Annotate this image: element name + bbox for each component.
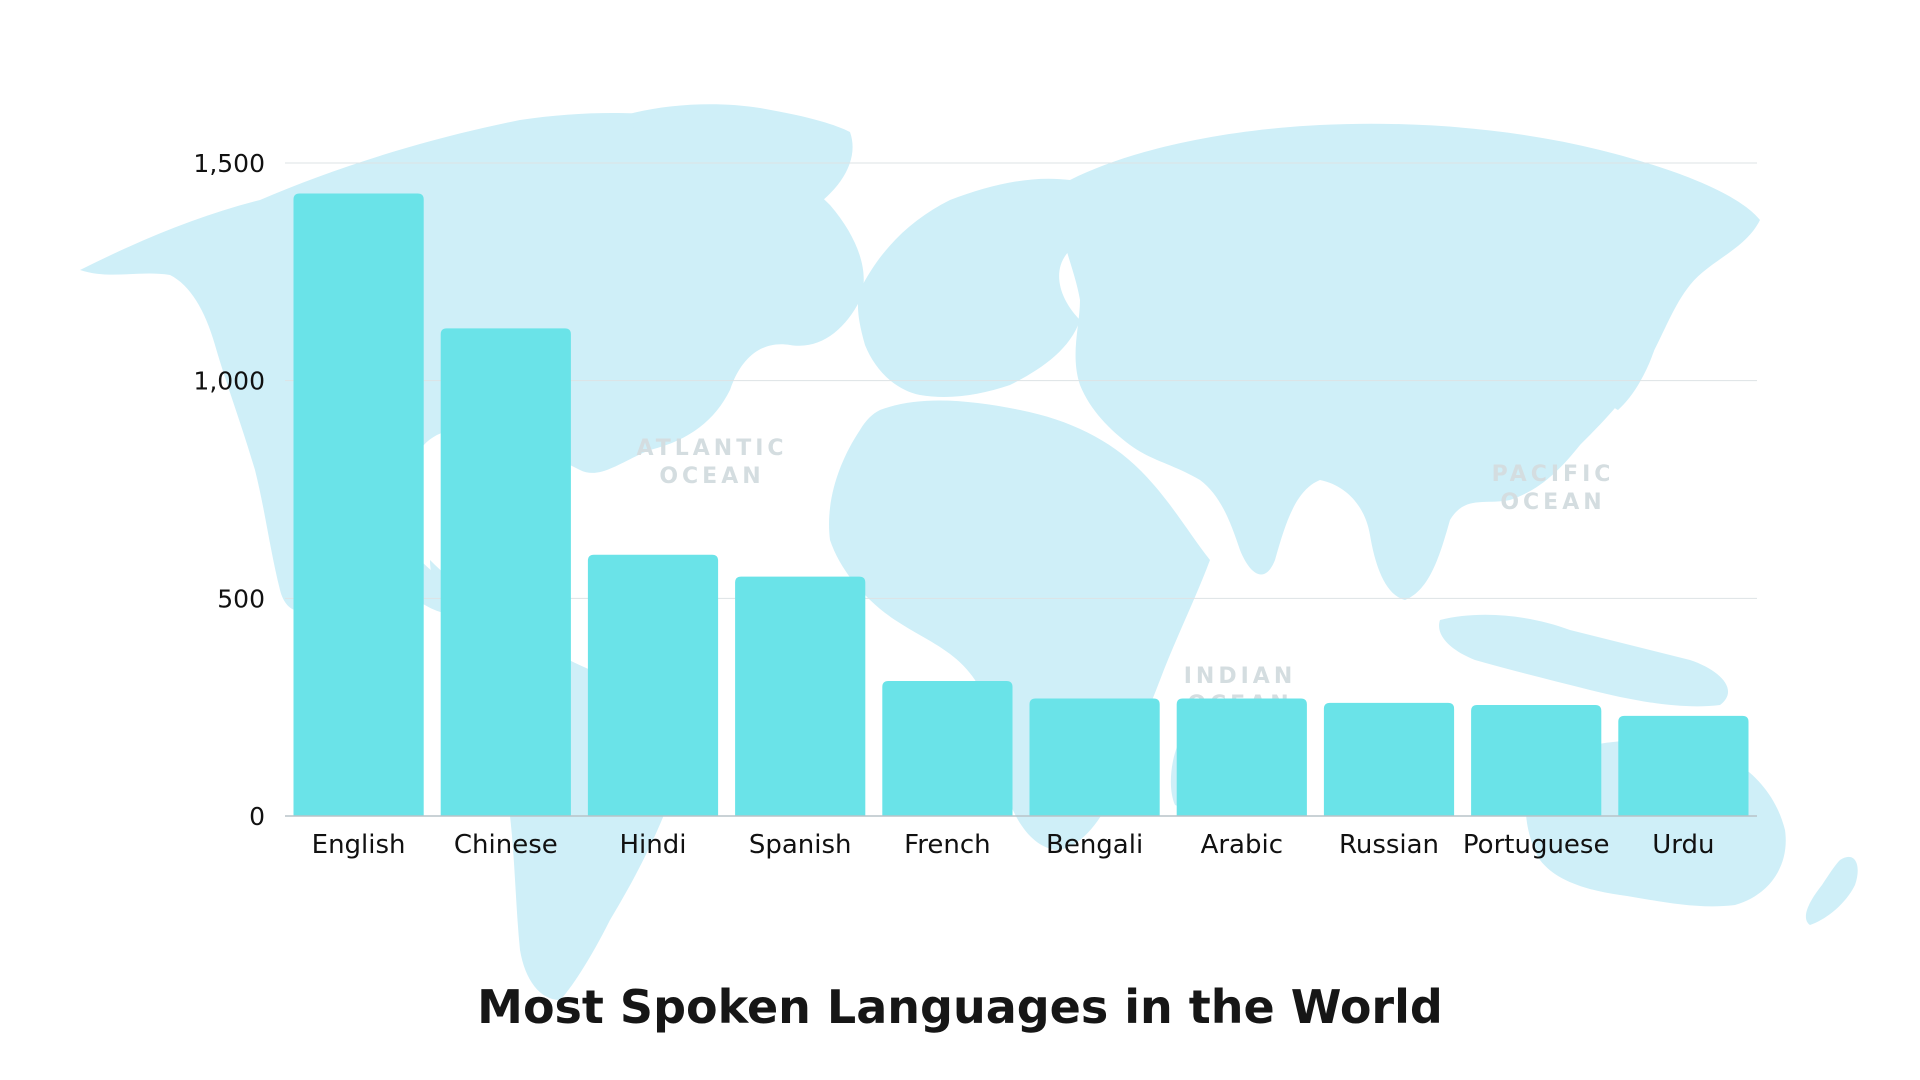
bar-portuguese bbox=[1471, 704, 1602, 816]
bar-english bbox=[293, 193, 424, 816]
x-tick-label-spanish: Spanish bbox=[749, 830, 852, 860]
bar-urdu bbox=[1618, 715, 1749, 816]
map-europe bbox=[857, 178, 1089, 397]
x-tick-label-russian: Russian bbox=[1339, 830, 1439, 860]
y-tick-label: 1,000 bbox=[193, 367, 265, 396]
ocean-label-atlantic-line2: OCEAN bbox=[659, 464, 764, 489]
x-tick-label-french: French bbox=[904, 830, 990, 860]
map-greenland bbox=[610, 104, 853, 230]
bar-hindi bbox=[587, 554, 719, 816]
ocean-label-pacific-line2: OCEAN bbox=[1500, 490, 1605, 515]
x-tick-label-urdu: Urdu bbox=[1652, 830, 1714, 860]
y-tick-label: 500 bbox=[217, 584, 265, 613]
x-tick-label-portuguese: Portuguese bbox=[1463, 830, 1610, 860]
y-tick-label: 1,500 bbox=[193, 149, 265, 178]
y-tick-label: 0 bbox=[249, 802, 265, 831]
ocean-label-pacific-line1: PACIFIC bbox=[1492, 462, 1615, 487]
bar-arabic bbox=[1176, 698, 1307, 816]
map-asia bbox=[1060, 123, 1760, 600]
y-axis-ticks: 0 500 1,000 1,500 bbox=[193, 149, 265, 831]
bar-french bbox=[882, 681, 1013, 816]
map-se-asia-islands bbox=[1439, 614, 1729, 707]
chart-title: Most Spoken Languages in the World bbox=[477, 980, 1443, 1034]
x-tick-label-hindi: Hindi bbox=[620, 830, 687, 860]
x-tick-label-bengali: Bengali bbox=[1046, 830, 1143, 860]
map-new-zealand bbox=[1805, 856, 1858, 925]
ocean-label-indian-line1: INDIAN bbox=[1184, 664, 1296, 689]
bar-spanish bbox=[735, 576, 866, 816]
bar-bengali bbox=[1029, 698, 1160, 816]
x-tick-label-english: English bbox=[312, 830, 406, 860]
map-japan bbox=[1610, 296, 1662, 410]
x-tick-label-chinese: Chinese bbox=[454, 830, 558, 860]
ocean-label-atlantic-line1: ATLANTIC bbox=[636, 436, 787, 461]
x-tick-label-arabic: Arabic bbox=[1201, 830, 1283, 860]
x-axis-labels: English Chinese Hindi Spanish French Bengali A… bbox=[312, 830, 1715, 860]
bar-chinese bbox=[440, 328, 571, 816]
bars bbox=[293, 193, 1749, 816]
bar-russian bbox=[1323, 702, 1455, 816]
